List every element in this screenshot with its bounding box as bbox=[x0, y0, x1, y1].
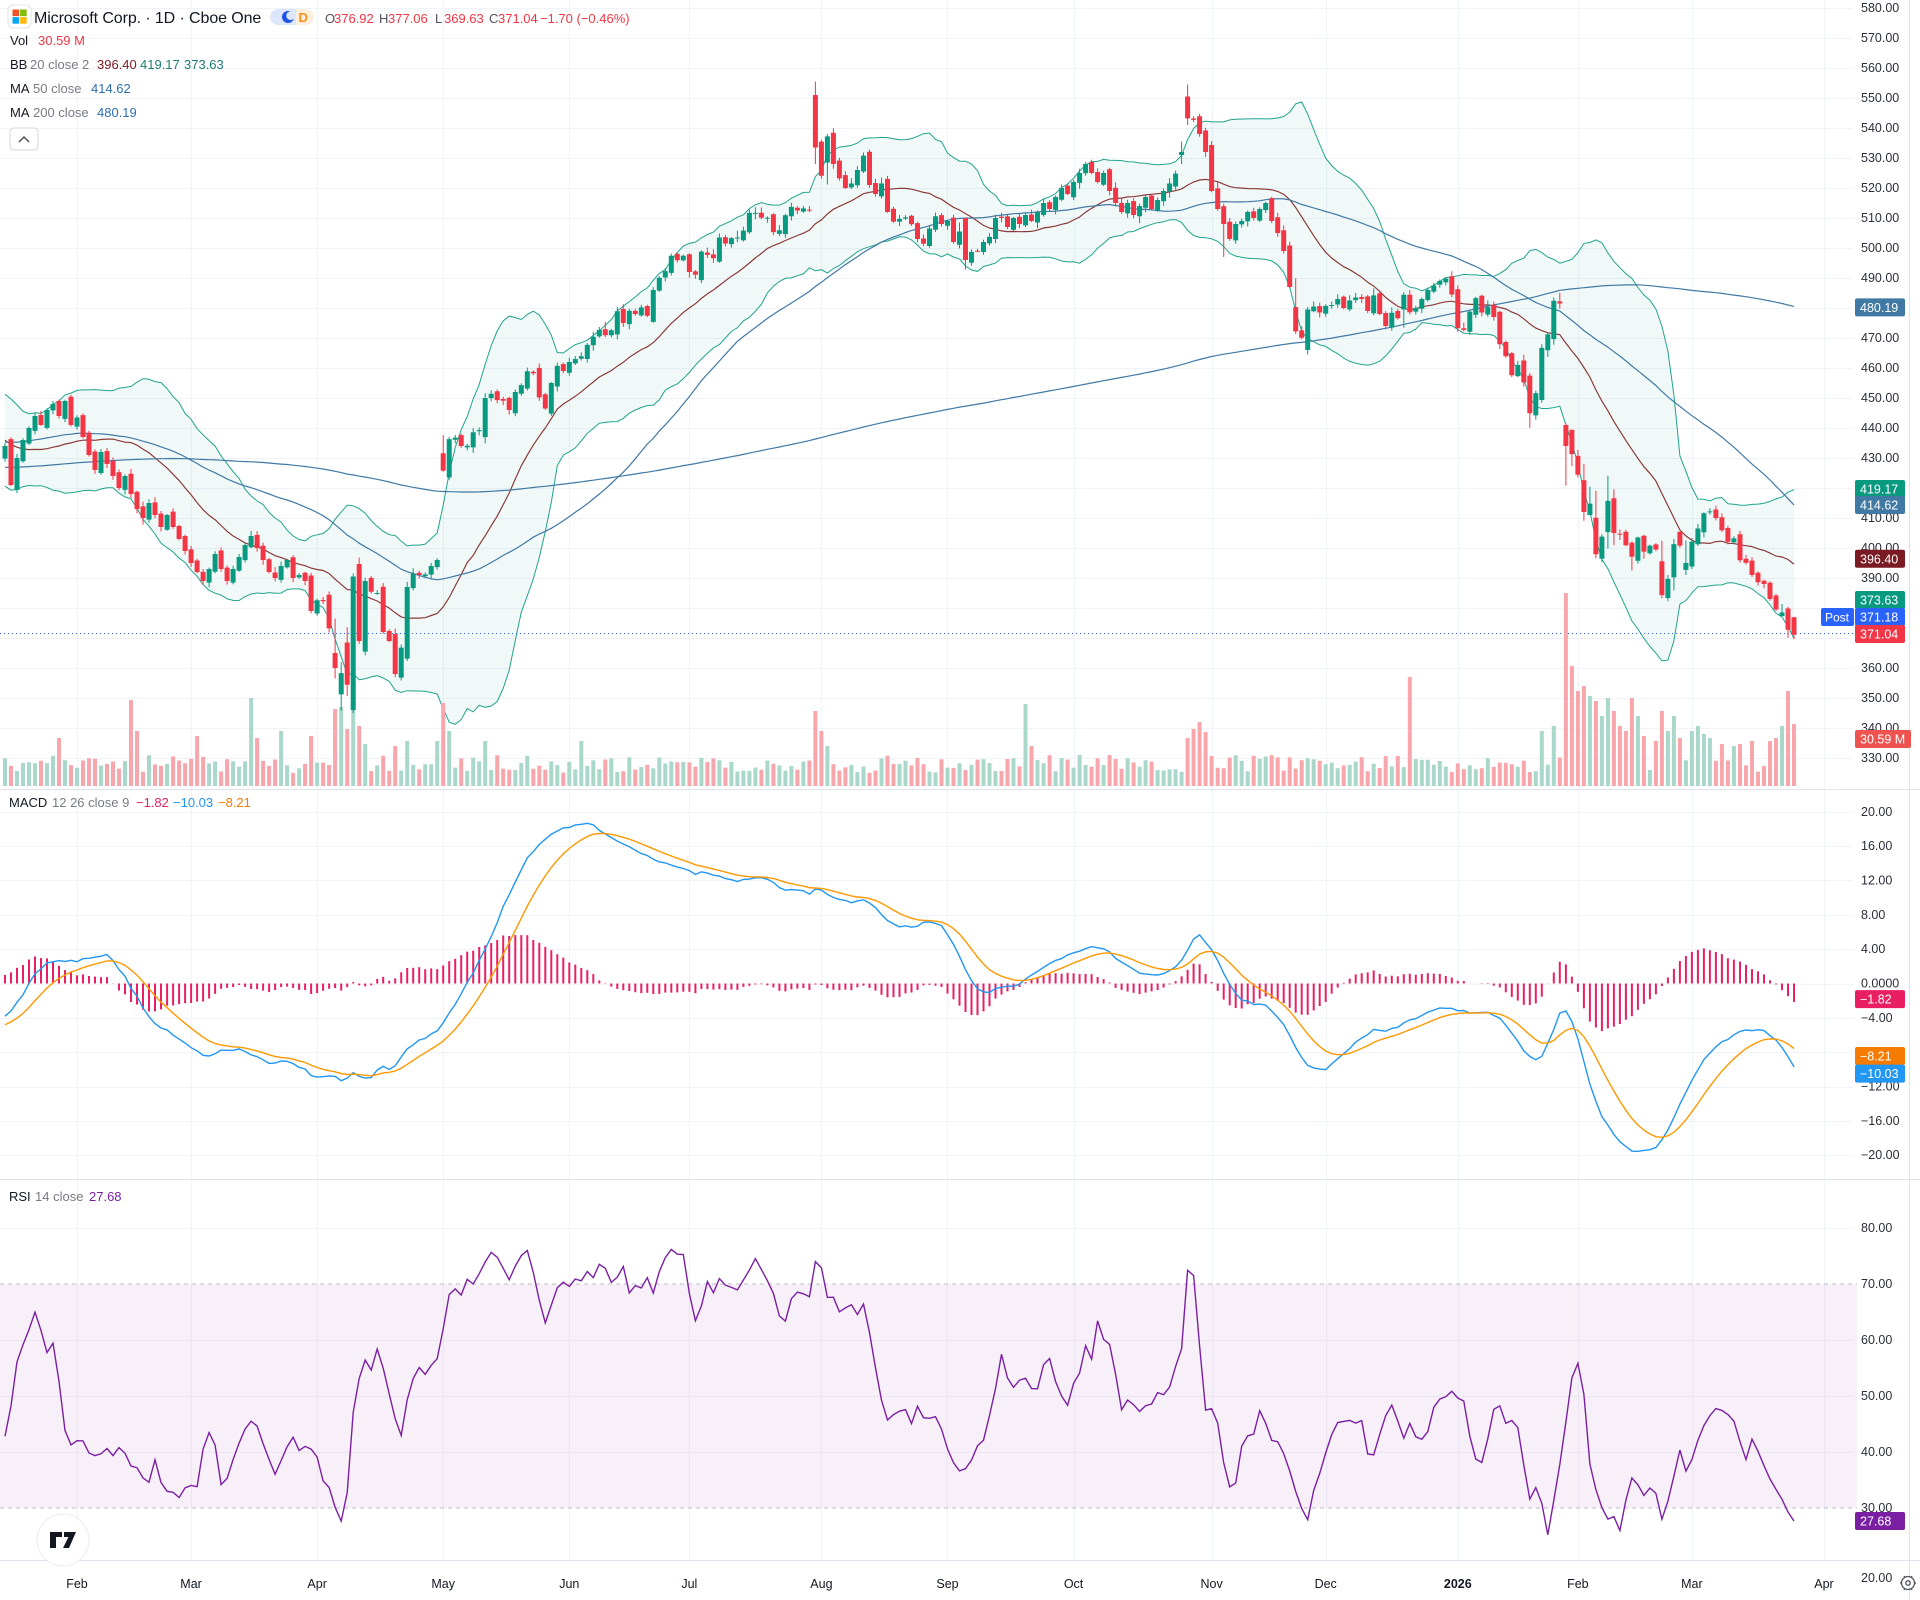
svg-text:510.00: 510.00 bbox=[1861, 211, 1899, 225]
svg-text:Sep: Sep bbox=[936, 1577, 958, 1591]
svg-text:Aug: Aug bbox=[810, 1577, 832, 1591]
svg-text:2026: 2026 bbox=[1444, 1577, 1472, 1591]
svg-text:−1.82: −1.82 bbox=[136, 795, 169, 810]
svg-text:−12.00: −12.00 bbox=[1861, 1080, 1900, 1094]
svg-text:Dec: Dec bbox=[1315, 1577, 1337, 1591]
svg-text:460.00: 460.00 bbox=[1861, 361, 1899, 375]
svg-text:371.18: 371.18 bbox=[1860, 611, 1898, 625]
svg-text:80.00: 80.00 bbox=[1861, 1221, 1892, 1235]
svg-text:−1.82: −1.82 bbox=[1860, 993, 1892, 1007]
svg-text:30.59 M: 30.59 M bbox=[38, 33, 85, 48]
svg-text:27.68: 27.68 bbox=[1860, 1515, 1891, 1529]
svg-text:70.00: 70.00 bbox=[1861, 1277, 1892, 1291]
svg-text:−8.21: −8.21 bbox=[1860, 1050, 1892, 1064]
svg-text:396.40: 396.40 bbox=[1860, 552, 1898, 566]
svg-text:Jul: Jul bbox=[681, 1577, 697, 1591]
svg-text:430.00: 430.00 bbox=[1861, 451, 1899, 465]
svg-text:−10.03: −10.03 bbox=[1860, 1067, 1899, 1081]
svg-text:550.00: 550.00 bbox=[1861, 91, 1899, 105]
svg-text:20 close 2: 20 close 2 bbox=[30, 57, 89, 72]
svg-text:L: L bbox=[435, 11, 442, 26]
svg-text:12 26 close 9: 12 26 close 9 bbox=[52, 795, 129, 810]
svg-text:−4.00: −4.00 bbox=[1861, 1011, 1893, 1025]
svg-text:414.62: 414.62 bbox=[91, 81, 131, 96]
svg-text:Apr: Apr bbox=[307, 1577, 326, 1591]
svg-text:MA: MA bbox=[10, 81, 30, 96]
svg-text:390.00: 390.00 bbox=[1861, 571, 1899, 585]
svg-text:12.00: 12.00 bbox=[1861, 874, 1892, 888]
svg-text:Post: Post bbox=[1825, 611, 1850, 625]
svg-text:27.68: 27.68 bbox=[89, 1189, 122, 1204]
svg-text:16.00: 16.00 bbox=[1861, 839, 1892, 853]
svg-text:−10.03: −10.03 bbox=[173, 795, 213, 810]
svg-text:371.04: 371.04 bbox=[1860, 628, 1898, 642]
svg-text:MA: MA bbox=[10, 105, 30, 120]
svg-text:Nov: Nov bbox=[1201, 1577, 1224, 1591]
svg-text:Jun: Jun bbox=[559, 1577, 579, 1591]
svg-text:570.00: 570.00 bbox=[1861, 31, 1899, 45]
svg-text:RSI: RSI bbox=[9, 1189, 31, 1204]
svg-text:376.92: 376.92 bbox=[334, 11, 374, 26]
svg-text:360.00: 360.00 bbox=[1861, 661, 1899, 675]
svg-text:Feb: Feb bbox=[1567, 1577, 1589, 1591]
svg-text:Microsoft Corp. · 1D · Cboe On: Microsoft Corp. · 1D · Cboe One bbox=[34, 10, 261, 27]
svg-text:Mar: Mar bbox=[1681, 1577, 1703, 1591]
svg-text:−20.00: −20.00 bbox=[1861, 1148, 1900, 1162]
svg-text:C: C bbox=[489, 11, 498, 26]
svg-text:500.00: 500.00 bbox=[1861, 241, 1899, 255]
svg-text:350.00: 350.00 bbox=[1861, 691, 1899, 705]
svg-text:0.0000: 0.0000 bbox=[1861, 977, 1899, 991]
svg-text:30.59 M: 30.59 M bbox=[1860, 733, 1905, 747]
svg-text:Apr: Apr bbox=[1814, 1577, 1833, 1591]
svg-text:60.00: 60.00 bbox=[1861, 1333, 1892, 1347]
svg-text:14 close: 14 close bbox=[35, 1189, 83, 1204]
svg-text:4.00: 4.00 bbox=[1861, 942, 1885, 956]
svg-text:470.00: 470.00 bbox=[1861, 331, 1899, 345]
svg-text:520.00: 520.00 bbox=[1861, 181, 1899, 195]
svg-text:490.00: 490.00 bbox=[1861, 271, 1899, 285]
svg-text:20.00: 20.00 bbox=[1861, 1571, 1892, 1585]
svg-text:450.00: 450.00 bbox=[1861, 391, 1899, 405]
svg-text:373.63: 373.63 bbox=[184, 57, 224, 72]
svg-text:−8.21: −8.21 bbox=[218, 795, 251, 810]
svg-text:O: O bbox=[325, 11, 335, 26]
svg-text:480.19: 480.19 bbox=[1860, 301, 1898, 315]
svg-text:410.00: 410.00 bbox=[1861, 511, 1899, 525]
svg-text:−16.00: −16.00 bbox=[1861, 1114, 1900, 1128]
svg-text:373.63: 373.63 bbox=[1860, 594, 1898, 608]
svg-text:419.17: 419.17 bbox=[140, 57, 180, 72]
svg-text:440.00: 440.00 bbox=[1861, 421, 1899, 435]
svg-text:560.00: 560.00 bbox=[1861, 61, 1899, 75]
svg-text:50.00: 50.00 bbox=[1861, 1389, 1892, 1403]
svg-text:D: D bbox=[299, 10, 308, 25]
svg-text:50 close: 50 close bbox=[33, 81, 81, 96]
svg-text:330.00: 330.00 bbox=[1861, 751, 1899, 765]
svg-text:MACD: MACD bbox=[9, 795, 47, 810]
svg-text:Feb: Feb bbox=[66, 1577, 88, 1591]
svg-text:369.63: 369.63 bbox=[444, 11, 484, 26]
svg-text:BB: BB bbox=[10, 57, 27, 72]
svg-text:540.00: 540.00 bbox=[1861, 121, 1899, 135]
svg-text:30.00: 30.00 bbox=[1861, 1501, 1892, 1515]
svg-text:−1.70 (−0.46%): −1.70 (−0.46%) bbox=[540, 11, 630, 26]
svg-text:419.17: 419.17 bbox=[1860, 483, 1898, 497]
svg-text:40.00: 40.00 bbox=[1861, 1445, 1892, 1459]
svg-text:200 close: 200 close bbox=[33, 105, 89, 120]
svg-text:480.19: 480.19 bbox=[97, 105, 137, 120]
svg-text:20.00: 20.00 bbox=[1861, 805, 1892, 819]
svg-text:530.00: 530.00 bbox=[1861, 151, 1899, 165]
svg-text:Oct: Oct bbox=[1064, 1577, 1084, 1591]
svg-text:H: H bbox=[379, 11, 388, 26]
svg-text:414.62: 414.62 bbox=[1860, 499, 1898, 513]
svg-text:May: May bbox=[431, 1577, 455, 1591]
svg-text:396.40: 396.40 bbox=[97, 57, 137, 72]
svg-text:Vol: Vol bbox=[10, 33, 28, 48]
svg-text:Mar: Mar bbox=[180, 1577, 202, 1591]
svg-text:8.00: 8.00 bbox=[1861, 908, 1885, 922]
svg-text:377.06: 377.06 bbox=[388, 11, 428, 26]
svg-text:371.04: 371.04 bbox=[498, 11, 538, 26]
svg-text:580.00: 580.00 bbox=[1861, 1, 1899, 15]
